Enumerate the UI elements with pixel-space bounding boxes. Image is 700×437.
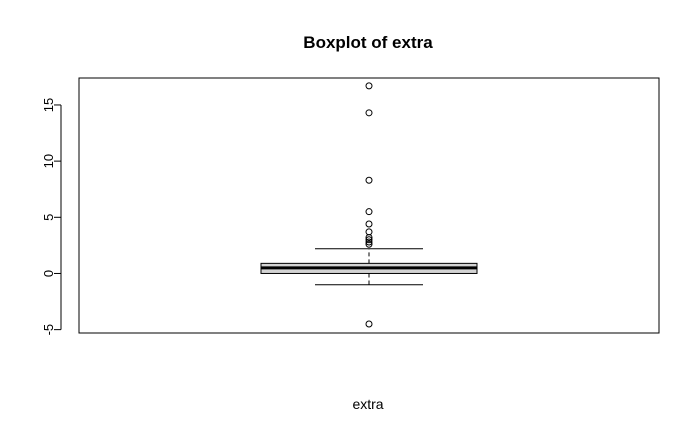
outlier-point [365,109,373,117]
y-tick-label: -5 [41,324,56,336]
outlier-point [365,320,373,328]
outlier-point [365,220,373,228]
x-axis-label: extra [352,396,383,412]
box-group [260,248,478,286]
y-axis: -5 0 5 10 15 [41,98,62,336]
y-tick-label: 10 [41,154,56,168]
outlier-point [365,236,373,244]
outlier-point [365,176,373,184]
y-tick-label: 5 [41,214,56,221]
plot-frame [78,77,660,334]
outlier-point [365,228,373,236]
y-tick-label: 15 [41,98,56,112]
outlier-point [365,208,373,216]
outlier-group [365,82,373,328]
outlier-point [365,238,373,246]
chart-title: Boxplot of extra [303,33,433,52]
y-tick-label: 0 [41,270,56,277]
outlier-point [365,240,373,248]
outlier-point [365,82,373,90]
